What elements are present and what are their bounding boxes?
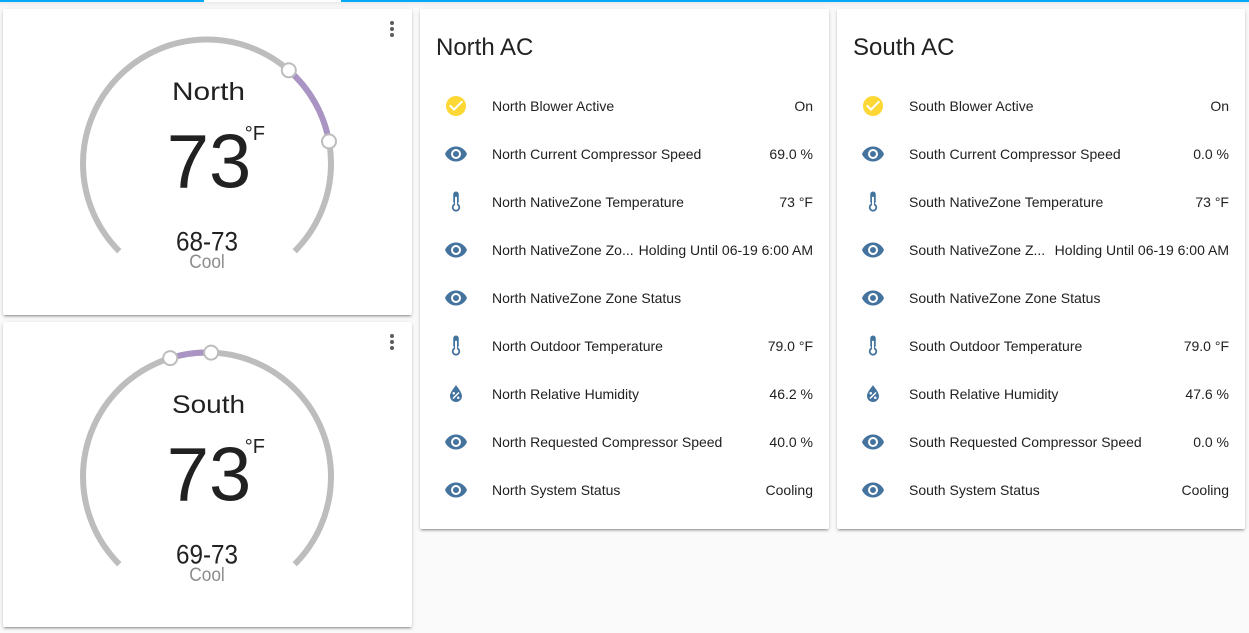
svg-text:North: North (172, 78, 245, 106)
svg-text:68-73: 68-73 (176, 227, 238, 257)
svg-text:Cool: Cool (189, 252, 225, 273)
svg-text:South: South (172, 391, 245, 419)
svg-text:73: 73 (167, 120, 252, 205)
svg-text:69-73: 69-73 (176, 540, 238, 570)
svg-text:Cool: Cool (189, 565, 225, 586)
svg-text:°F: °F (245, 436, 265, 458)
svg-text:°F: °F (245, 123, 265, 145)
svg-text:73: 73 (167, 433, 252, 518)
